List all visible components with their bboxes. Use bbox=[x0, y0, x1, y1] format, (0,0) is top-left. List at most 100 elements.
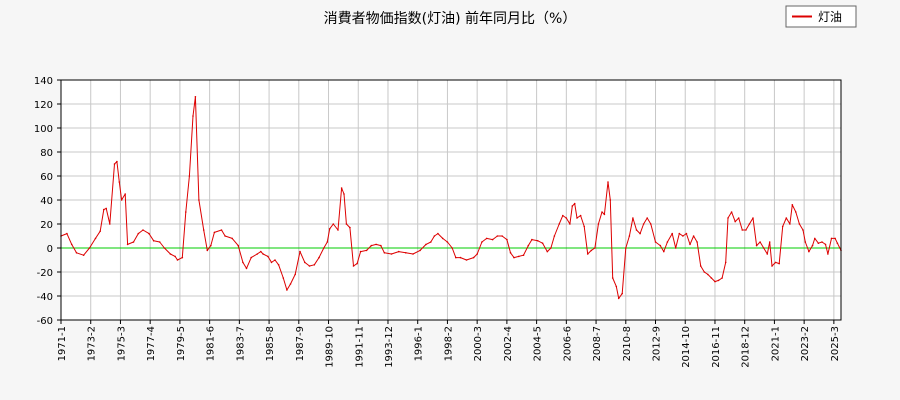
x-tick-label: 1991-11 bbox=[354, 326, 365, 368]
data-point bbox=[282, 277, 285, 279]
data-point bbox=[573, 202, 576, 205]
data-point bbox=[836, 242, 839, 244]
data-point bbox=[213, 231, 216, 234]
y-tick-label: 120 bbox=[34, 100, 53, 111]
data-point bbox=[181, 256, 184, 259]
data-point bbox=[124, 193, 126, 195]
data-point bbox=[194, 96, 197, 98]
x-tick-label: 2016-11 bbox=[711, 326, 722, 368]
y-tick-label: -60 bbox=[37, 316, 53, 327]
data-point bbox=[163, 247, 166, 249]
data-point bbox=[286, 289, 288, 291]
data-point bbox=[202, 229, 205, 231]
data-point bbox=[737, 217, 740, 219]
data-point bbox=[802, 229, 804, 231]
data-point bbox=[611, 277, 614, 279]
data-point bbox=[768, 241, 771, 243]
y-tick-label: 80 bbox=[40, 148, 53, 159]
data-point bbox=[795, 211, 797, 213]
data-point bbox=[289, 283, 292, 285]
data-point bbox=[621, 292, 623, 295]
data-point bbox=[565, 217, 568, 219]
data-point bbox=[558, 223, 560, 225]
data-point bbox=[174, 255, 176, 258]
data-point bbox=[383, 252, 386, 254]
data-point bbox=[308, 265, 311, 267]
data-point bbox=[142, 229, 144, 231]
data-point bbox=[260, 250, 262, 253]
data-point bbox=[537, 240, 539, 242]
legend: 灯油 bbox=[785, 5, 857, 28]
data-point bbox=[250, 256, 252, 259]
data-point bbox=[380, 244, 382, 247]
data-point bbox=[459, 256, 462, 259]
x-tick-label: 1981-6 bbox=[206, 326, 217, 361]
data-point bbox=[118, 181, 121, 183]
x-tick-label: 2006-6 bbox=[562, 326, 573, 361]
data-point bbox=[337, 229, 339, 231]
data-point bbox=[430, 241, 432, 243]
series-layer bbox=[60, 96, 842, 300]
x-tick-label: 2025-3 bbox=[830, 326, 841, 361]
x-tick-label: 1983-7 bbox=[235, 326, 246, 361]
x-tick-label: 2023-2 bbox=[800, 326, 811, 361]
data-point bbox=[607, 181, 609, 183]
data-point bbox=[345, 223, 348, 225]
data-point bbox=[583, 225, 585, 228]
data-point bbox=[827, 253, 829, 255]
x-tick-label: 2010-8 bbox=[622, 326, 633, 361]
data-point bbox=[313, 264, 316, 266]
data-point bbox=[635, 229, 638, 231]
data-point bbox=[220, 229, 223, 231]
data-point bbox=[109, 223, 111, 225]
data-point bbox=[152, 240, 155, 242]
data-point bbox=[609, 199, 612, 201]
data-point bbox=[82, 254, 85, 256]
data-point bbox=[771, 265, 773, 267]
data-point bbox=[455, 256, 457, 259]
data-point bbox=[804, 241, 807, 243]
data-point bbox=[703, 271, 706, 273]
data-point bbox=[785, 217, 788, 219]
data-point bbox=[642, 223, 645, 225]
data-point bbox=[397, 250, 400, 253]
data-point bbox=[682, 235, 684, 237]
data-point bbox=[824, 243, 827, 246]
data-point bbox=[116, 160, 118, 163]
data-point bbox=[707, 273, 709, 276]
data-point bbox=[724, 261, 727, 264]
data-point bbox=[586, 253, 589, 255]
y-tick-label: 100 bbox=[34, 124, 53, 135]
x-tick-label: 2000-3 bbox=[473, 326, 484, 361]
data-point bbox=[717, 279, 720, 282]
x-tick-label: 1975-3 bbox=[116, 326, 127, 361]
data-point bbox=[741, 229, 744, 231]
data-point bbox=[105, 207, 107, 210]
data-point bbox=[550, 247, 552, 249]
data-point bbox=[224, 235, 226, 237]
data-point bbox=[352, 265, 355, 267]
data-point bbox=[597, 223, 600, 225]
data-point bbox=[294, 273, 297, 276]
data-point bbox=[126, 243, 129, 246]
data-point bbox=[375, 243, 377, 246]
data-point bbox=[323, 247, 325, 249]
x-tick-label: 1998-2 bbox=[443, 326, 454, 361]
data-point bbox=[158, 241, 161, 243]
data-point bbox=[734, 220, 736, 223]
data-point bbox=[579, 214, 582, 217]
x-tick-label: 1996-1 bbox=[414, 326, 425, 361]
data-point bbox=[496, 235, 499, 237]
data-point bbox=[192, 115, 194, 117]
data-point bbox=[830, 237, 833, 240]
data-point bbox=[666, 241, 669, 243]
data-point bbox=[446, 241, 449, 243]
data-point bbox=[659, 244, 662, 247]
data-point bbox=[710, 277, 713, 279]
chart-title: 消費者物価指数(灯油) 前年同月比（%） bbox=[324, 10, 577, 27]
data-point bbox=[513, 256, 515, 259]
data-point bbox=[356, 262, 358, 265]
legend-box bbox=[785, 5, 857, 28]
data-point bbox=[546, 250, 549, 253]
